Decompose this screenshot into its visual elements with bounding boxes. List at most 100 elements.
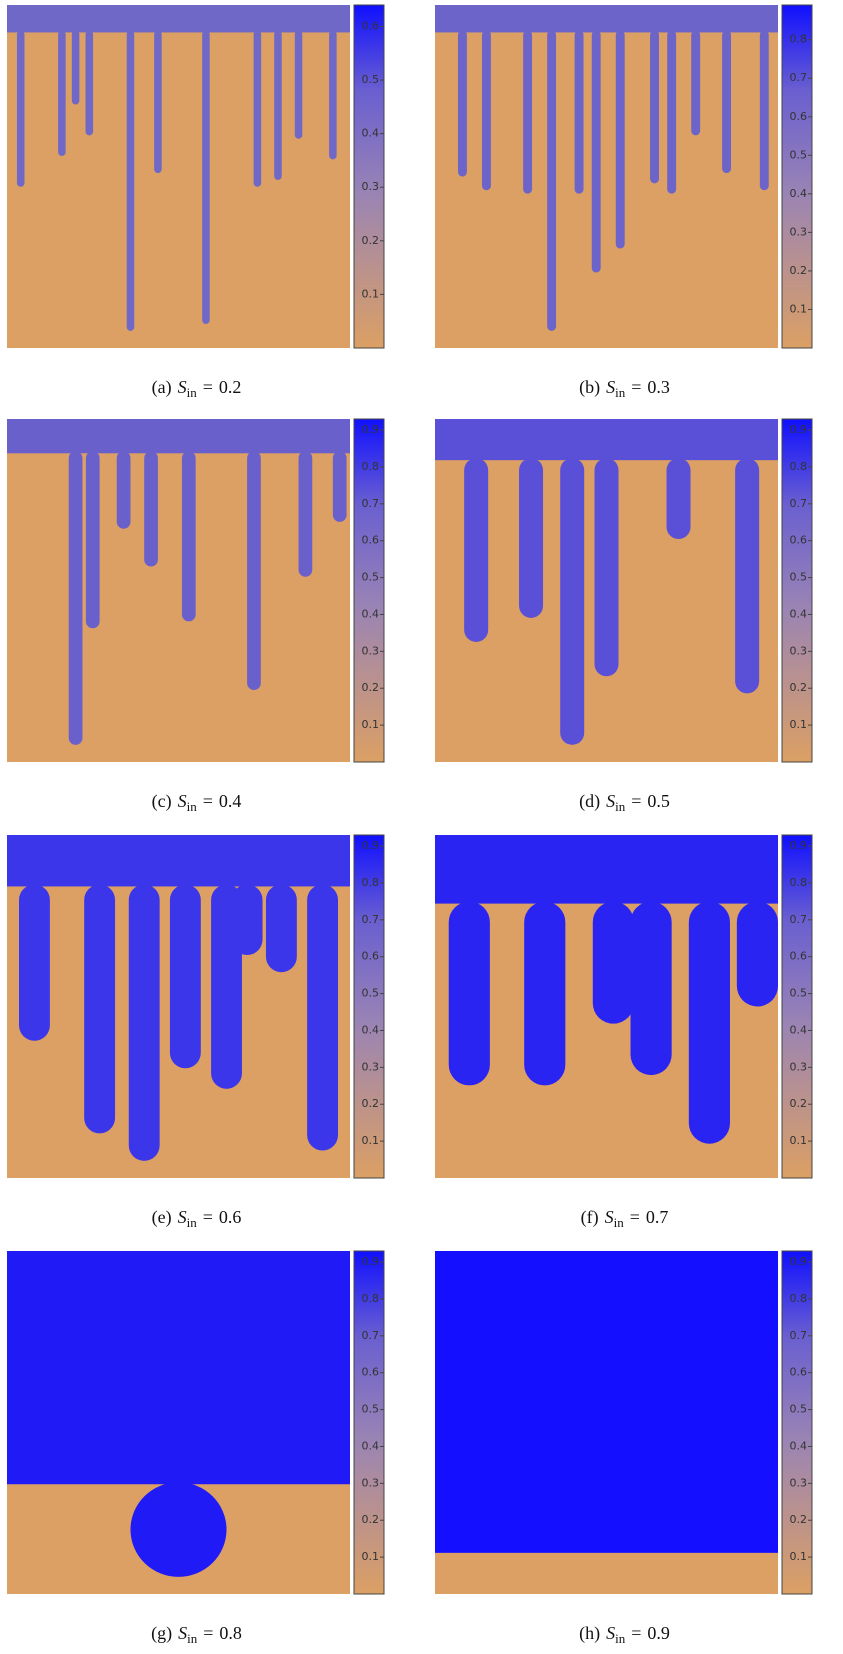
- colorbar-tick-label: 0.7: [362, 1329, 380, 1342]
- colorbar-tick-label: 0.8: [362, 1292, 380, 1305]
- colorbar: [353, 418, 385, 763]
- caption-symbol: S: [606, 377, 615, 397]
- finger: [691, 30, 701, 136]
- panel: 0.1 0.2 0.3 0.4 0.5 0.6 0.7 0.8 0.9 (d) Sin = 0.5: [435, 418, 813, 814]
- colorbar-tick-label: 0.6: [362, 19, 380, 32]
- finger: [759, 30, 769, 191]
- finger: [332, 451, 347, 522]
- finger: [519, 458, 544, 618]
- caption: (h) Sin = 0.9: [579, 1623, 670, 1646]
- colorbar-tick-label: 0.6: [790, 110, 808, 123]
- caption-subscript: in: [187, 385, 198, 400]
- caption-value: 0.7: [646, 1207, 669, 1227]
- caption-relation: =: [631, 791, 641, 811]
- colorbar-tick-label: 0.3: [362, 644, 380, 657]
- colorbar: [781, 834, 813, 1179]
- colorbar-tick-label: 0.1: [790, 1550, 808, 1563]
- caption-relation: =: [631, 1623, 641, 1643]
- colorbar-tick-label: 0.7: [790, 71, 808, 84]
- colorbar-tick-label: 0.3: [362, 180, 380, 193]
- finger: [667, 30, 677, 194]
- colorbar: [781, 4, 813, 349]
- finger: [650, 30, 659, 184]
- caption: (e) Sin = 0.6: [152, 1207, 242, 1230]
- colorbar-tick-label: 0.8: [790, 1292, 808, 1305]
- colorbar-tick-label: 0.9: [790, 1255, 808, 1268]
- caption-relation: =: [631, 377, 641, 397]
- caption-label: (b): [579, 377, 600, 398]
- finger: [547, 30, 557, 331]
- finger: [591, 30, 601, 273]
- finger: [85, 451, 100, 629]
- caption-value: 0.3: [647, 377, 670, 397]
- caption-symbol: S: [178, 1207, 187, 1227]
- finger: [169, 884, 201, 1069]
- caption-label: (c): [152, 791, 172, 812]
- finger: [560, 458, 585, 745]
- colorbar-tick-label: 0.3: [790, 644, 808, 657]
- panel: 0.1 0.2 0.3 0.4 0.5 0.6 0.7 0.8 (b) Sin = 0.3: [435, 4, 813, 400]
- colorbar-tick-label: 0.5: [790, 148, 808, 161]
- caption-symbol: S: [178, 377, 187, 397]
- saturated-band: [7, 419, 350, 454]
- colorbar-tick-label: 0.6: [790, 534, 808, 547]
- colorbar-tick-label: 0.6: [362, 950, 380, 963]
- finger: [154, 30, 162, 174]
- finger: [202, 30, 210, 324]
- colorbar-tick-label: 0.9: [362, 839, 380, 852]
- finger: [481, 30, 491, 191]
- colorbar-tick-label: 0.3: [790, 1060, 808, 1073]
- simulation-background: [7, 419, 350, 762]
- caption-relation: =: [203, 791, 213, 811]
- finger: [736, 901, 778, 1007]
- panel: 0.1 0.2 0.3 0.4 0.5 0.6 0.7 0.8 0.9 (c) Sin = 0.4: [7, 418, 385, 814]
- saturated-band: [7, 5, 350, 33]
- caption-symbol: S: [606, 1623, 615, 1643]
- caption-symbol: S: [606, 791, 615, 811]
- colorbar-tick-label: 0.2: [362, 234, 380, 247]
- panel: 0.1 0.2 0.3 0.4 0.5 0.6 0.7 0.8 0.9 (g) Sin = 0.8: [7, 1250, 385, 1646]
- colorbar-tick-label: 0.3: [790, 1476, 808, 1489]
- colorbar-tick-label: 0.1: [790, 718, 808, 731]
- colorbar-tick-label: 0.4: [790, 187, 808, 200]
- colorbar-tick-label: 0.7: [790, 497, 808, 510]
- saturated-band: [7, 835, 350, 887]
- finger: [71, 30, 80, 105]
- colorbar-tick-label: 0.6: [362, 534, 380, 547]
- finger: [457, 30, 467, 177]
- simulation-background: [435, 5, 778, 348]
- caption-value: 0.9: [647, 1623, 670, 1643]
- colorbar: [781, 418, 813, 763]
- finger: [735, 458, 760, 694]
- colorbar-tick-label: 0.1: [790, 1134, 808, 1147]
- caption-subscript: in: [187, 1631, 198, 1646]
- colorbar-tick-label: 0.1: [362, 287, 380, 300]
- finger: [126, 30, 135, 331]
- finger: [247, 451, 261, 690]
- finger: [68, 451, 83, 745]
- colorbar-tick-label: 0.8: [362, 460, 380, 473]
- colorbar-tick-label: 0.5: [790, 571, 808, 584]
- finger: [85, 30, 94, 136]
- finger: [58, 30, 66, 156]
- finger: [448, 901, 490, 1086]
- colorbar-tick-label: 0.6: [790, 1366, 808, 1379]
- caption-subscript: in: [615, 1631, 626, 1646]
- colorbar-tick-label: 0.2: [362, 1097, 380, 1110]
- colorbar: [353, 4, 385, 349]
- caption: (c) Sin = 0.4: [152, 791, 242, 814]
- caption-value: 0.5: [647, 791, 670, 811]
- finger: [298, 451, 313, 577]
- colorbar-tick-label: 0.9: [362, 1255, 380, 1268]
- caption-value: 0.8: [219, 1623, 242, 1643]
- colorbar-tick-label: 0.2: [362, 681, 380, 694]
- finger: [84, 884, 116, 1134]
- colorbar-tick-label: 0.4: [362, 127, 380, 140]
- caption-label: (h): [579, 1623, 600, 1644]
- caption-relation: =: [203, 377, 213, 397]
- finger: [265, 884, 297, 973]
- colorbar-tick-label: 0.8: [790, 876, 808, 889]
- colorbar: [781, 1250, 813, 1595]
- saturated-band: [435, 5, 778, 33]
- caption-symbol: S: [178, 791, 187, 811]
